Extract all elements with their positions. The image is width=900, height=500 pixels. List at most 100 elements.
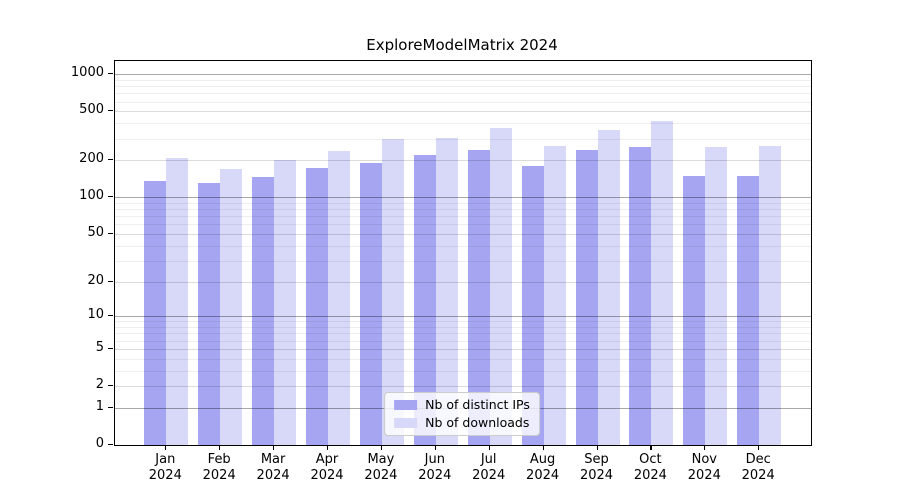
x-tick-oct [650, 445, 652, 450]
y-tick-10 [108, 315, 113, 317]
gridline-400 [115, 123, 811, 125]
gridline-200 [115, 160, 811, 162]
gridline-300 [115, 138, 811, 140]
legend-label-downloads: Nb of downloads [425, 415, 530, 430]
x-axis-month-label-oct: Oct 2024 [633, 452, 667, 483]
bar-aug-downloads [543, 146, 566, 445]
bar-sep-downloads [597, 130, 620, 445]
bar-oct-downloads [651, 121, 674, 445]
x-tick-may [380, 445, 383, 450]
gridline-10 [115, 316, 811, 318]
x-axis-month-label-jun: Jun 2024 [418, 452, 452, 483]
x-tick-aug [542, 445, 544, 450]
bar-may-downloads [381, 139, 404, 445]
x-axis-month-label-feb: Feb 2024 [202, 452, 236, 483]
legend-swatch-downloads [394, 418, 418, 428]
gridline-1000 [115, 74, 811, 76]
x-tick-jun [434, 445, 436, 450]
gridline-8 [115, 327, 811, 329]
bar-jul-downloads [489, 128, 512, 445]
y-tick-200 [108, 159, 113, 161]
gridline-9 [115, 321, 811, 323]
y-tick-100 [108, 196, 113, 198]
y-axis-tick-label-0: 0 [95, 436, 104, 451]
x-axis-month-label-apr: Apr 2024 [310, 452, 344, 483]
legend-entry-downloads: Nb of downloads [394, 416, 530, 430]
x-tick-sep [596, 445, 598, 450]
gridline-90 [115, 202, 811, 204]
bar-jun-downloads [435, 137, 458, 445]
y-tick-500 [108, 110, 113, 112]
gridline-900 [115, 79, 811, 81]
x-tick-jan [165, 445, 167, 450]
gridline-4 [115, 358, 811, 360]
x-axis-month-label-jan: Jan 2024 [148, 452, 182, 483]
gridline-700 [115, 93, 811, 95]
bar-apr-downloads [328, 151, 350, 445]
bar-dec-downloads [759, 145, 782, 445]
gridline-2 [115, 386, 811, 387]
y-axis-tick-label-200: 200 [79, 151, 104, 167]
x-axis-month-label-dec: Dec 2024 [741, 452, 775, 483]
bar-oct-distinct-ips [629, 146, 652, 445]
legend-label-distinct-ips: Nb of distinct IPs [425, 397, 530, 412]
bar-jan-downloads [166, 157, 189, 445]
legend-entry-distinct-ips: Nb of distinct IPs [394, 398, 530, 412]
gridline-800 [115, 86, 811, 88]
bar-feb-distinct-ips [198, 183, 221, 445]
bar-aug-distinct-ips [521, 166, 544, 445]
y-axis-tick-label-20: 20 [87, 272, 104, 288]
y-tick-20 [108, 280, 113, 282]
y-tick-5 [108, 347, 113, 349]
bar-nov-distinct-ips [683, 176, 706, 445]
x-axis-month-label-sep: Sep 2024 [579, 452, 614, 483]
y-axis-tick-label-10: 10 [87, 307, 104, 323]
bar-mar-distinct-ips [252, 177, 275, 445]
y-tick-50 [108, 232, 113, 235]
gridline-6 [115, 340, 811, 342]
bar-apr-distinct-ips [306, 167, 328, 445]
gridline-7 [115, 333, 811, 335]
y-axis-tick-label-50: 50 [87, 224, 104, 240]
y-axis-tick-label-5: 5 [95, 339, 104, 355]
x-tick-jul [488, 445, 490, 450]
bar-jul-distinct-ips [467, 149, 490, 445]
gridline-20 [115, 281, 811, 283]
legend-swatch-distinct-ips [394, 400, 418, 410]
gridline-30 [115, 260, 811, 262]
bar-dec-distinct-ips [737, 175, 760, 445]
gridline-600 [115, 101, 811, 103]
bar-sep-distinct-ips [575, 150, 598, 445]
chart-title: ExploreModelMatrix 2024 [366, 36, 558, 54]
bar-may-distinct-ips [359, 163, 382, 445]
gridline-40 [115, 245, 811, 247]
gridline-5 [115, 348, 811, 350]
bar-feb-downloads [220, 169, 243, 445]
y-axis-tick-label-2: 2 [95, 377, 104, 392]
x-tick-feb [219, 445, 221, 450]
y-tick-2 [108, 385, 113, 387]
gridline-100 [115, 197, 811, 199]
x-axis-month-label-nov: Nov 2024 [687, 452, 721, 483]
y-tick-1 [108, 406, 113, 408]
x-axis-month-label-may: May 2024 [364, 452, 398, 483]
y-tick-1000 [108, 73, 113, 75]
gridline-3 [115, 370, 811, 372]
gridline-60 [115, 224, 811, 226]
x-tick-dec [758, 445, 760, 450]
x-axis-month-label-aug: Aug 2024 [526, 452, 560, 483]
x-tick-mar [273, 445, 275, 450]
y-axis-tick-label-500: 500 [79, 102, 104, 118]
x-axis-month-label-mar: Mar 2024 [256, 452, 290, 483]
y-axis-tick-label-1: 1 [95, 398, 104, 414]
plot-area [114, 60, 812, 446]
bar-jan-distinct-ips [144, 181, 167, 445]
gridline-80 [115, 209, 811, 211]
gridline-70 [115, 216, 811, 218]
gridline-50 [115, 233, 811, 235]
y-axis-tick-label-100: 100 [79, 188, 104, 204]
y-tick-0 [108, 444, 113, 446]
gridline-500 [115, 111, 811, 113]
x-tick-nov [704, 445, 706, 450]
